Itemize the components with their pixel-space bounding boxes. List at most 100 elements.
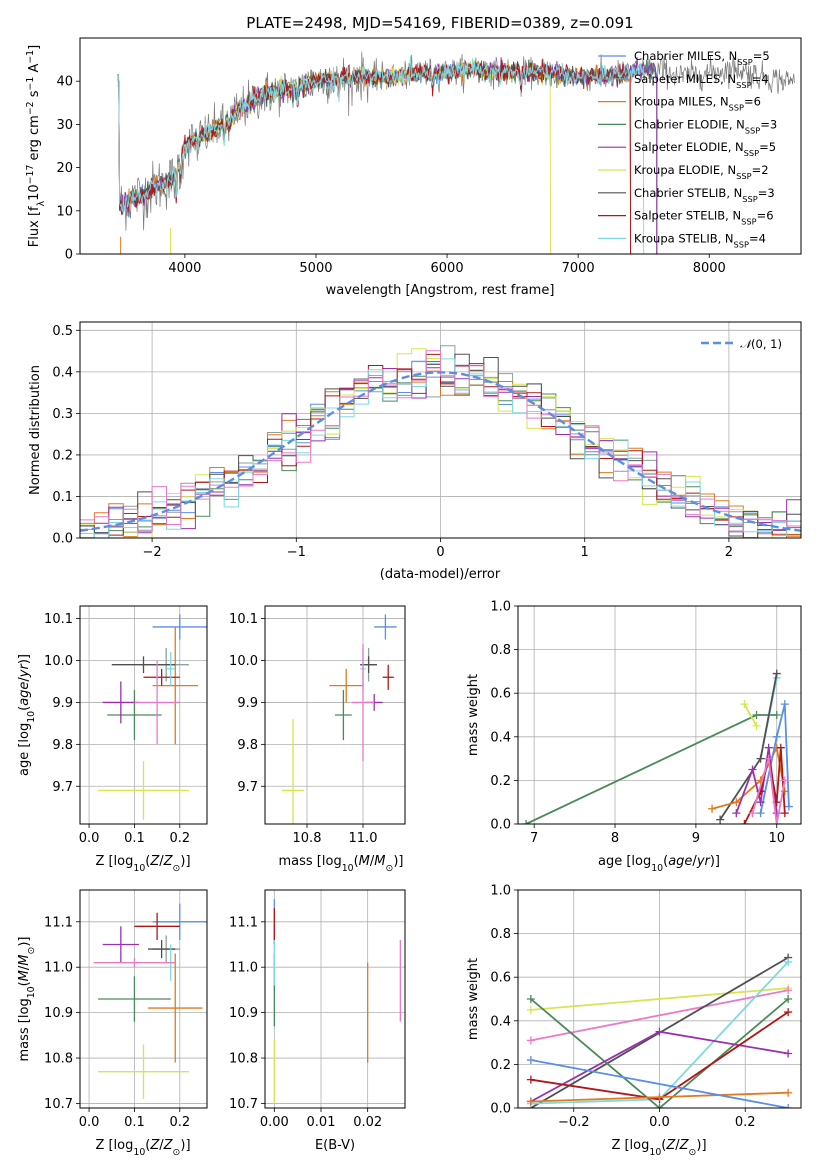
x-tick-label: 0.01: [307, 1115, 336, 1130]
y-tick-label: 0.0: [490, 818, 511, 833]
weight-marker: [764, 743, 773, 752]
y-tick-label: 40: [56, 75, 73, 90]
y-tick-label: 11.0: [229, 961, 258, 976]
normal-distribution-curve: [80, 371, 801, 532]
weight-marker: [776, 743, 785, 752]
histogram-series: [80, 350, 801, 532]
y-axis-label: mass weight: [466, 674, 481, 756]
y-tick-label: 9.8: [52, 738, 73, 753]
y-tick-label: 11.1: [44, 915, 73, 930]
x-tick-label: 0.0: [79, 831, 100, 846]
x-tick-label: 2: [725, 545, 733, 560]
y-axis-label: mass [log10(M/M⊙)]: [17, 937, 37, 1062]
weight-marker: [752, 721, 761, 730]
model-spectrum-line: [117, 60, 632, 254]
y-tick-label: 1.0: [490, 884, 511, 899]
mass-vs-z-points: [93, 903, 207, 1099]
y-tick-label: 11.0: [44, 961, 73, 976]
y-tick-label: 0.4: [52, 365, 73, 380]
y-axis-label: Normed distribution: [28, 365, 43, 495]
x-tick-label: 4000: [168, 261, 201, 276]
x-axis-label: Z [log10(Z/Z⊙)]: [95, 1138, 190, 1158]
axes-frame: [79, 321, 802, 539]
y-tick-label: 0.2: [490, 774, 511, 789]
weight-marker: [772, 732, 781, 741]
y-tick-label: 10.9: [44, 1006, 73, 1021]
mass-vs-z: 0.0 0.1 0.2 10.7 10.8 10.9 11.0 11.1: [44, 890, 207, 1130]
y-tick-label: 9.8: [237, 738, 258, 753]
y-tick-label: 9.7: [52, 780, 73, 795]
y-tick-label: 9.7: [237, 780, 258, 795]
y-tick-label: 0.8: [490, 927, 511, 942]
x-axis-label: (data-model)/error: [380, 567, 501, 582]
weight-vs-z-lines: [526, 953, 793, 1108]
x-tick-label: 11.0: [349, 831, 378, 846]
x-tick-label: 6000: [431, 261, 464, 276]
axes-frame: [264, 605, 406, 825]
weight-marker: [784, 986, 793, 995]
weight-marker: [784, 802, 793, 811]
x-axis-label: mass [log10(M/M⊙)]: [279, 854, 404, 874]
y-tick-label: 9.9: [52, 696, 73, 711]
axes-frame: [79, 605, 208, 825]
y-tick-label: 0.6: [490, 687, 511, 702]
legend: [598, 55, 626, 239]
x-axis-label: E(B-V): [315, 1138, 355, 1153]
model-spectrum-line: [117, 58, 632, 254]
y-tick-label: 0.4: [490, 1014, 511, 1029]
x-tick-label: 0.2: [169, 831, 190, 846]
weight-marker: [655, 1104, 664, 1108]
weight-marker: [526, 1036, 535, 1045]
weight-marker: [748, 809, 757, 818]
weight-marker: [522, 820, 531, 824]
y-tick-label: 0.6: [490, 971, 511, 986]
legend-entry: Chabrier MILES, NSSP=5: [634, 49, 770, 67]
x-tick-label: 0: [436, 545, 444, 560]
x-tick-label: 0.2: [169, 1115, 190, 1130]
model-spectrum-line: [117, 59, 658, 254]
x-tick-label: 5000: [299, 261, 332, 276]
weight-line: [751, 758, 786, 824]
weight-line: [530, 989, 789, 1042]
axes-frame: [264, 889, 406, 1109]
x-tick-label: −0.2: [558, 1115, 590, 1130]
weight-marker: [780, 809, 789, 818]
weight-marker: [756, 754, 765, 763]
legend-entry: Salpeter ELODIE, NSSP=5: [634, 140, 776, 158]
weight-marker: [784, 1104, 793, 1108]
y-tick-label: 0.0: [52, 532, 73, 547]
y-tick-label: 0.8: [490, 643, 511, 658]
age-vs-z-points: [98, 614, 207, 820]
y-tick-label: 0.0: [490, 1102, 511, 1117]
y-tick-label: 0: [65, 248, 73, 263]
y-tick-label: 10.8: [44, 1052, 73, 1067]
axes-frame: [517, 889, 802, 1109]
weight-marker: [526, 1005, 535, 1014]
x-tick-label: 8: [611, 831, 619, 846]
weight-marker: [526, 1075, 535, 1084]
legend-entry: Kroupa MILES, NSSP=6: [634, 95, 761, 113]
weight-line: [530, 987, 789, 1011]
weight-marker: [740, 820, 749, 824]
x-tick-label: 0.02: [353, 1115, 382, 1130]
weight-marker: [526, 995, 535, 1003]
y-tick-label: 20: [56, 161, 73, 176]
legend-entry: Chabrier STELIB, NSSP=3: [634, 186, 775, 204]
y-tick-label: 0.2: [52, 448, 73, 463]
weight-marker: [748, 765, 757, 774]
legend-entry: Kroupa STELIB, NSSP=4: [634, 231, 766, 249]
y-tick-label: 1.0: [490, 600, 511, 615]
weight-marker: [655, 1093, 664, 1102]
weight-marker: [784, 995, 793, 1003]
y-tick-label: 9.9: [237, 696, 258, 711]
weight-marker: [756, 809, 765, 818]
x-axis-label: Z [log10(Z/Z⊙)]: [611, 1138, 706, 1158]
x-tick-label: −2: [143, 545, 162, 560]
x-tick-label: 9: [692, 831, 700, 846]
y-tick-label: 10.0: [229, 654, 258, 669]
legend-entry: Chabrier ELODIE, NSSP=3: [634, 117, 777, 135]
weight-line: [530, 1059, 789, 1108]
y-tick-label: 10.1: [229, 612, 258, 627]
axes-frame: [517, 605, 802, 825]
y-tick-label: 10.7: [229, 1097, 258, 1112]
